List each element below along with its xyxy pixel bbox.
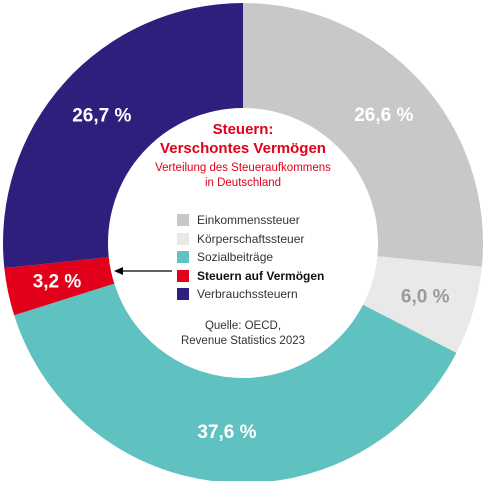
chart-subtitle-line2: in Deutschland [204,177,282,189]
legend-item-steuern-auf-vermoegen: Steuern auf Vermögen [177,267,324,286]
legend-label: Sozialbeiträge [197,250,274,265]
source-line: Quelle: OECD, [204,320,282,332]
legend-swatch [177,251,189,264]
legend-swatch [177,269,189,282]
donut-slice [2,3,243,269]
legend: Einkommenssteuer Körperschaftssteuer Soz… [177,211,324,304]
source-note: Quelle: OECD, Revenue Statistics 2023 [143,319,343,349]
legend-item-koerperschaftssteuer: Körperschaftssteuer [177,230,324,249]
legend-swatch [177,232,189,245]
legend-item-verbrauchssteuern: Verbrauchssteuern [177,285,324,304]
legend-label: Steuern auf Vermögen [197,268,325,283]
legend-label: Körperschaftssteuer [197,231,305,246]
source-line: Revenue Statistics 2023 [180,335,306,347]
slice-value-label: 37,6 % [197,422,256,443]
pointer-arrow-head [114,267,123,275]
legend-item-einkommenssteuer: Einkommenssteuer [177,211,324,230]
chart-title: Steuern: [212,121,274,138]
legend-item-sozialbeitraege: Sozialbeiträge [177,248,324,267]
donut-slice [363,256,482,353]
chart-subtitle: Verteilung des Steueraufkommens [155,162,331,174]
legend-label: Einkommenssteuer [197,213,300,228]
donut-slice [4,257,115,316]
chart-title-line2: Verschontes Vermögen [160,140,326,157]
slice-value-label: 3,2 % [33,271,82,292]
legend-swatch [177,214,189,227]
donut-slice [243,3,484,267]
donut-slice [14,283,457,481]
legend-label: Verbrauchssteuern [197,287,298,302]
slice-value-label: 26,6 % [354,105,413,126]
legend-swatch [177,288,189,301]
slice-value-label: 6,0 % [401,286,450,307]
chart-title-block: Steuern: Verschontes Vermögen Verteilung… [118,120,368,191]
slice-value-label: 26,7 % [72,105,131,126]
